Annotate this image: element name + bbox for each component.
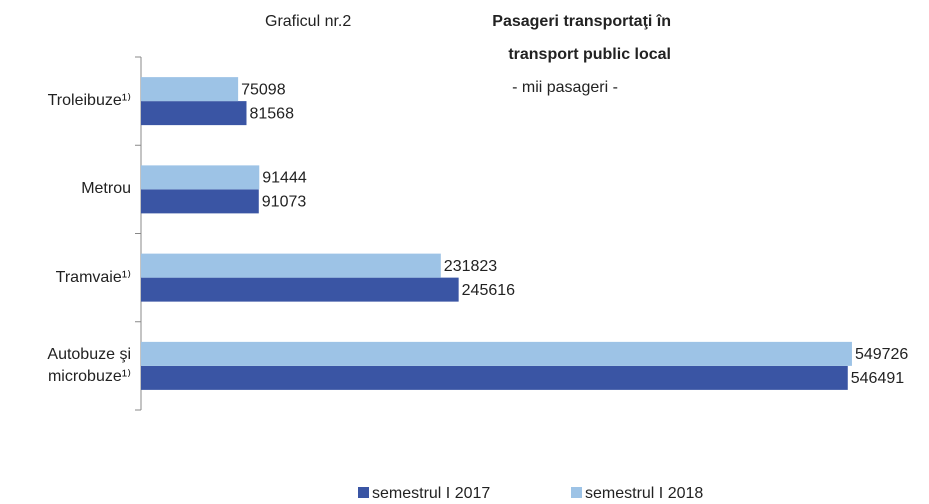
legend-swatch	[571, 487, 582, 498]
chart-title: Graficul nr.2	[265, 13, 351, 30]
chart-title-bold: Pasageri transportaţi în	[492, 13, 671, 30]
bar	[141, 341, 852, 366]
y-tick-label: Metrou	[81, 180, 131, 198]
data-label: 546491	[851, 370, 904, 387]
data-label: 245616	[462, 282, 515, 299]
bar	[141, 277, 459, 302]
bar	[141, 365, 848, 390]
legend-label: semestrul I 2017	[372, 485, 490, 502]
y-tick-label: Troleibuze¹⁾	[47, 92, 131, 110]
data-label: 231823	[444, 258, 497, 275]
data-label: 91073	[262, 194, 307, 211]
bar	[141, 165, 260, 190]
chart-subtitle: - mii pasageri -	[512, 79, 618, 96]
chart-title-bold: transport public local	[508, 46, 671, 63]
data-label: 91444	[262, 170, 307, 187]
legend-swatch	[358, 487, 369, 498]
bar	[141, 101, 247, 126]
y-tick-label: Autobuze şi microbuze¹⁾	[47, 345, 131, 385]
data-label: 75098	[241, 81, 286, 98]
legend-label: semestrul I 2018	[585, 485, 703, 502]
bar	[141, 253, 441, 278]
bar	[141, 189, 259, 214]
y-tick-label: Tramvaie¹⁾	[55, 268, 131, 286]
bar	[141, 77, 239, 102]
data-label: 549726	[855, 346, 908, 363]
data-label: 81568	[249, 105, 294, 122]
